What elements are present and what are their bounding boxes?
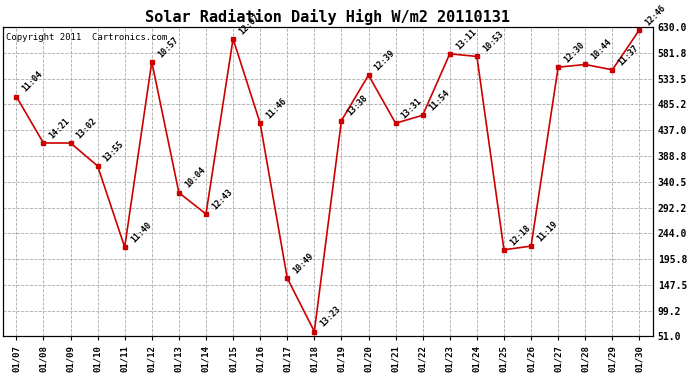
- Text: 12:30: 12:30: [562, 40, 586, 64]
- Text: 12:39: 12:39: [373, 48, 397, 72]
- Text: 10:57: 10:57: [156, 35, 180, 59]
- Text: 14:21: 14:21: [48, 116, 72, 140]
- Text: 10:04: 10:04: [183, 166, 207, 190]
- Text: 11:37: 11:37: [616, 43, 640, 67]
- Text: 13:38: 13:38: [346, 94, 370, 118]
- Text: 11:04: 11:04: [21, 70, 45, 94]
- Text: 13:23: 13:23: [319, 305, 342, 329]
- Text: 13:02: 13:02: [75, 116, 99, 140]
- Title: Solar Radiation Daily High W/m2 20110131: Solar Radiation Daily High W/m2 20110131: [146, 9, 511, 24]
- Text: 12:07: 12:07: [237, 12, 262, 36]
- Text: 13:31: 13:31: [400, 96, 424, 120]
- Text: 13:11: 13:11: [454, 27, 478, 51]
- Text: 11:19: 11:19: [535, 219, 560, 243]
- Text: Copyright 2011  Cartronics.com: Copyright 2011 Cartronics.com: [6, 33, 167, 42]
- Text: 11:40: 11:40: [129, 220, 153, 245]
- Text: 11:54: 11:54: [427, 88, 451, 112]
- Text: 10:53: 10:53: [481, 30, 505, 54]
- Text: 12:18: 12:18: [508, 223, 532, 247]
- Text: 11:46: 11:46: [264, 96, 288, 120]
- Text: 13:55: 13:55: [101, 139, 126, 163]
- Text: 12:46: 12:46: [644, 3, 668, 27]
- Text: 12:43: 12:43: [210, 187, 234, 211]
- Text: 10:44: 10:44: [589, 38, 613, 62]
- Text: 10:49: 10:49: [291, 251, 315, 275]
